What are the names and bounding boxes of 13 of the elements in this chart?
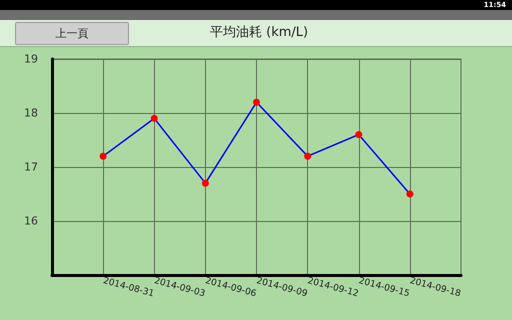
y-tick-label: 19 (24, 52, 38, 66)
point (202, 180, 209, 187)
y-tick-label: 17 (24, 160, 38, 174)
point (253, 98, 260, 106)
y-tick-label: 16 (24, 214, 38, 228)
point (355, 131, 362, 138)
point (406, 190, 414, 198)
back-button: 上一頁 (15, 22, 129, 45)
point (304, 152, 312, 160)
chart-title: 平均油耗 (km/L) (209, 24, 310, 42)
point (100, 152, 107, 160)
point (150, 114, 158, 122)
y-tick-label: 18 (24, 106, 38, 120)
